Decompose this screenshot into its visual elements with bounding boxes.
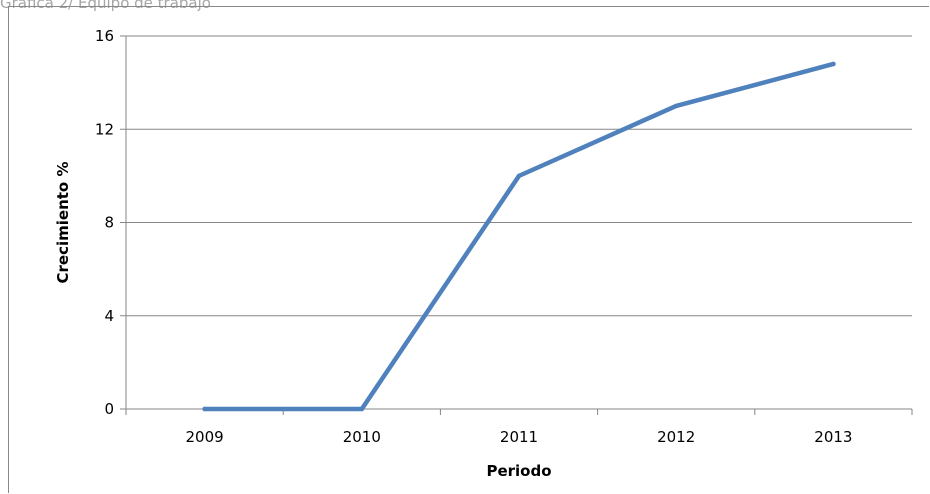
x-tick-label: 2013 <box>814 428 852 446</box>
data-point <box>359 406 365 412</box>
x-tick-label: 2010 <box>343 428 381 446</box>
y-tick-label: 0 <box>104 400 114 418</box>
x-tick-labels: 2009 2010 2011 2012 2013 <box>125 409 913 446</box>
chart-frame <box>8 6 929 493</box>
y-tick-labels: 0 4 8 12 16 <box>95 27 126 418</box>
y-tick-label: 12 <box>95 120 114 138</box>
x-tick-label: 2009 <box>186 428 224 446</box>
x-axis-title: Periodo <box>486 462 551 480</box>
data-point <box>202 406 207 412</box>
y-axis-title: Crecimiento % <box>54 162 72 284</box>
data-point <box>673 103 679 109</box>
series-group <box>202 61 836 412</box>
gridlines <box>126 35 912 317</box>
y-tick-label: 4 <box>104 307 114 325</box>
x-tick-label: 2012 <box>657 428 695 446</box>
x-tick-label: 2011 <box>500 428 538 446</box>
y-tick-label: 16 <box>95 27 114 45</box>
y-tick-label: 8 <box>104 214 114 232</box>
data-point <box>516 173 522 179</box>
data-point <box>831 61 836 67</box>
series-line <box>202 61 836 412</box>
